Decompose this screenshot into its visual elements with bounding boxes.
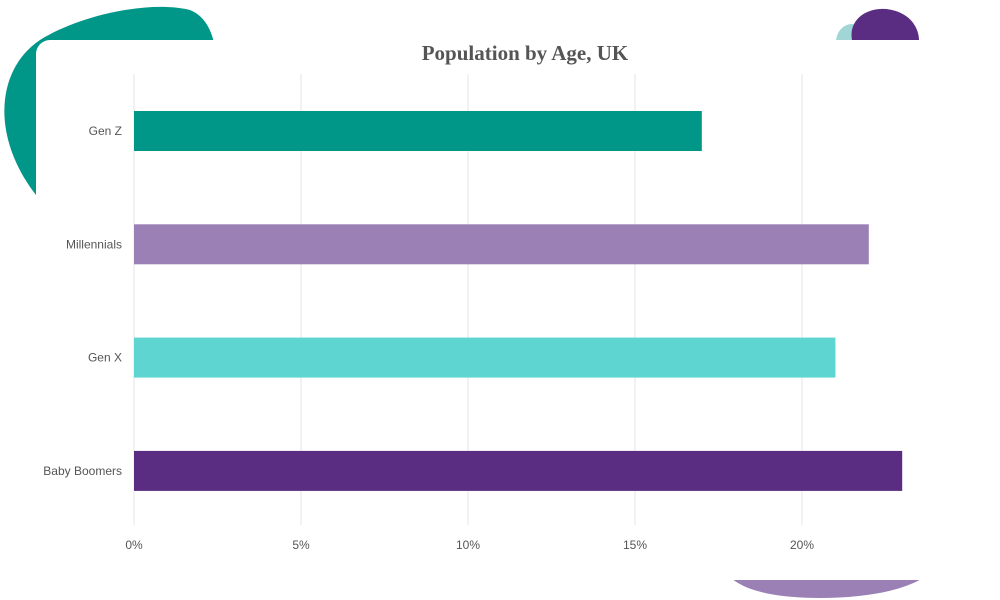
bar-baby-boomers[interactable] <box>134 450 903 491</box>
bar-millennials[interactable] <box>134 224 869 265</box>
x-tick-label: 5% <box>292 538 310 552</box>
x-tick-label: 0% <box>125 538 143 552</box>
category-label: Gen Z <box>89 124 122 138</box>
category-label: Millennials <box>66 237 122 251</box>
x-tick-label: 15% <box>623 538 647 552</box>
bar-gen-x[interactable] <box>134 337 836 378</box>
category-label: Gen X <box>88 351 122 365</box>
x-tick-label: 10% <box>456 538 480 552</box>
chart-title: Population by Age, UK <box>421 41 629 65</box>
bar-gen-z[interactable] <box>134 111 702 151</box>
category-label: Baby Boomers <box>43 464 122 478</box>
x-tick-label: 20% <box>790 538 814 552</box>
